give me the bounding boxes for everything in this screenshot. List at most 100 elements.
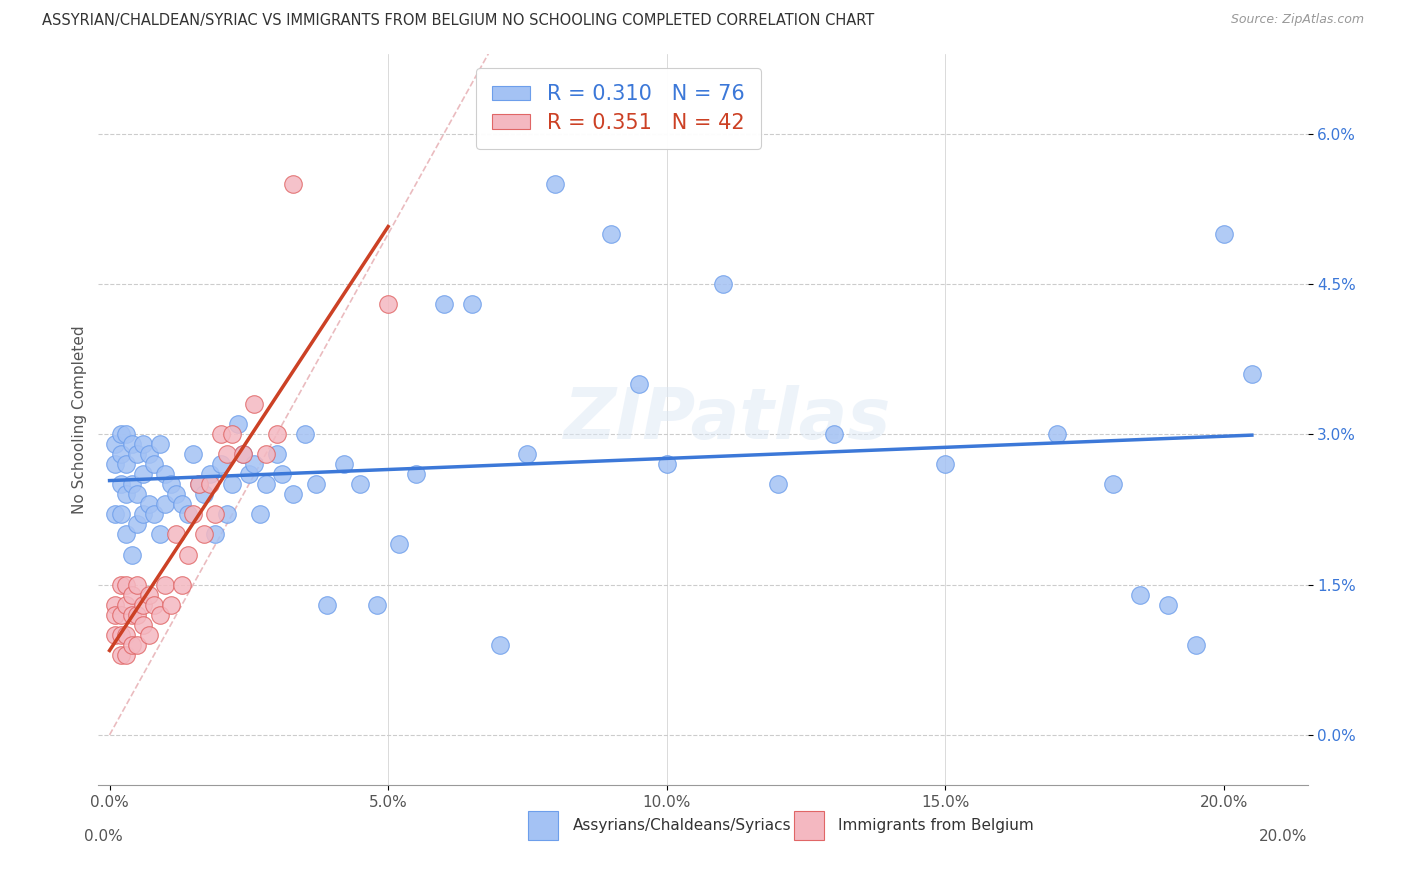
Point <box>204 527 226 541</box>
Point <box>254 447 277 461</box>
Point <box>143 598 166 612</box>
Point <box>544 177 567 191</box>
Point <box>115 598 138 612</box>
Point <box>1185 638 1208 652</box>
FancyBboxPatch shape <box>793 811 824 840</box>
Point <box>1046 427 1069 442</box>
Point <box>132 437 155 451</box>
Point <box>433 297 456 311</box>
Point <box>1101 477 1123 491</box>
Point <box>249 508 271 522</box>
Point <box>115 577 138 591</box>
Point <box>768 477 790 491</box>
Point <box>170 577 193 591</box>
Point <box>121 607 143 622</box>
Point <box>711 277 734 291</box>
Text: 0.0%: 0.0% <box>84 829 122 844</box>
Y-axis label: No Schooling Completed: No Schooling Completed <box>72 325 87 514</box>
Point <box>155 467 177 482</box>
Point <box>165 487 187 501</box>
Point <box>193 527 215 541</box>
Point <box>143 508 166 522</box>
Point <box>176 548 198 562</box>
Point <box>232 447 254 461</box>
Point <box>127 517 149 532</box>
Point <box>110 427 132 442</box>
Point <box>138 497 160 511</box>
Point <box>127 577 149 591</box>
Point <box>170 497 193 511</box>
Point <box>187 477 209 491</box>
Point <box>160 598 183 612</box>
Point <box>132 467 155 482</box>
Point <box>349 477 371 491</box>
Point <box>294 427 316 442</box>
Point <box>204 508 226 522</box>
Point <box>104 598 127 612</box>
Point <box>121 477 143 491</box>
Point <box>104 508 127 522</box>
Point <box>115 628 138 642</box>
Point <box>110 577 132 591</box>
Point <box>1157 598 1180 612</box>
Point <box>405 467 427 482</box>
Point <box>127 638 149 652</box>
Text: Source: ZipAtlas.com: Source: ZipAtlas.com <box>1230 13 1364 27</box>
Point <box>266 427 288 442</box>
Point <box>132 598 155 612</box>
Point <box>366 598 388 612</box>
Point <box>121 638 143 652</box>
Point <box>155 577 177 591</box>
Point <box>271 467 294 482</box>
Point <box>138 588 160 602</box>
Point <box>181 447 204 461</box>
Point <box>600 227 623 241</box>
Point <box>104 437 127 451</box>
Point <box>198 477 221 491</box>
Point <box>132 508 155 522</box>
Point <box>115 487 138 501</box>
Point <box>143 458 166 472</box>
Point <box>149 527 172 541</box>
Point <box>226 417 249 432</box>
Point <box>127 607 149 622</box>
Point <box>516 447 538 461</box>
Point <box>127 447 149 461</box>
Point <box>823 427 845 442</box>
Point <box>110 607 132 622</box>
Point <box>254 477 277 491</box>
Point <box>488 638 510 652</box>
Point <box>305 477 328 491</box>
Point <box>132 617 155 632</box>
Point <box>104 607 127 622</box>
Point <box>110 447 132 461</box>
Point <box>127 487 149 501</box>
Point <box>266 447 288 461</box>
Point <box>388 537 411 551</box>
Point <box>110 508 132 522</box>
Point <box>221 477 243 491</box>
Point <box>155 497 177 511</box>
Point <box>243 397 266 411</box>
Point <box>221 427 243 442</box>
Point <box>655 458 678 472</box>
Point <box>104 458 127 472</box>
Point <box>115 427 138 442</box>
Point <box>110 477 132 491</box>
Point <box>149 607 172 622</box>
Point <box>627 377 650 392</box>
Point <box>165 527 187 541</box>
Point <box>283 177 305 191</box>
Point <box>232 447 254 461</box>
Point <box>115 458 138 472</box>
Point <box>215 447 238 461</box>
Point <box>332 458 354 472</box>
Point <box>209 427 232 442</box>
Point <box>181 508 204 522</box>
Point <box>115 527 138 541</box>
Point <box>104 628 127 642</box>
Text: Assyrians/Chaldeans/Syriacs: Assyrians/Chaldeans/Syriacs <box>572 818 792 833</box>
Point <box>121 588 143 602</box>
Point <box>283 487 305 501</box>
Point <box>1213 227 1236 241</box>
